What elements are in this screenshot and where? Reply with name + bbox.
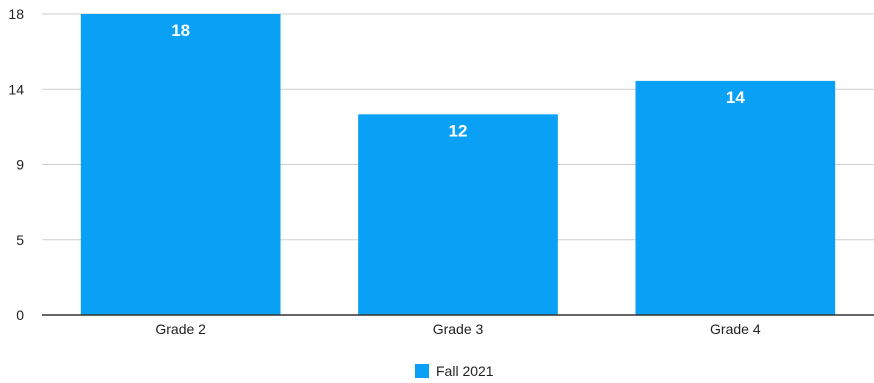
legend-label: Fall 2021: [436, 363, 494, 379]
x-category-label: Grade 3: [433, 321, 484, 337]
x-category-label: Grade 4: [710, 321, 761, 337]
y-tick-label: 18: [8, 6, 24, 22]
bar: [358, 114, 558, 315]
data-labels: 18 12 14: [171, 21, 745, 140]
bar: [635, 80, 836, 315]
bar: [80, 14, 281, 315]
y-tick-label: 9: [16, 157, 24, 173]
legend: Fall 2021: [415, 363, 494, 379]
x-category-label: Grade 2: [155, 321, 206, 337]
y-axis-ticks: 0 5 9 14 18: [8, 6, 24, 323]
data-label: 14: [726, 88, 745, 107]
bars: [80, 14, 836, 315]
legend-swatch: [415, 364, 429, 378]
y-tick-label: 5: [16, 232, 24, 248]
data-label: 18: [171, 21, 190, 40]
y-tick-label: 0: [16, 307, 24, 323]
data-label: 12: [449, 121, 468, 140]
y-tick-label: 14: [8, 81, 24, 97]
x-axis-categories: Grade 2 Grade 3 Grade 4: [155, 321, 760, 337]
